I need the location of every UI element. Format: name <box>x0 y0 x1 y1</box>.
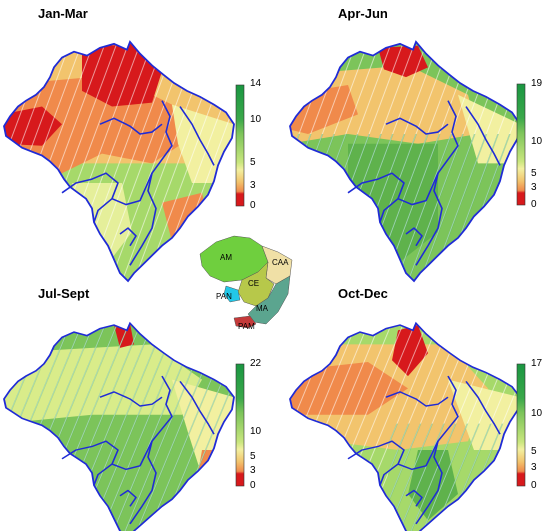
legend-bar-apr-jun <box>516 83 526 206</box>
inset-label-am: AM <box>220 253 232 262</box>
region-ce <box>237 261 275 307</box>
panel-title-jul-sept: Jul-Sept <box>38 286 90 301</box>
legend-tick: 3 <box>531 462 537 473</box>
legend-tick: 10 <box>250 114 262 125</box>
legend-tick: 3 <box>531 182 537 193</box>
legend-bar-oct-dec <box>516 363 526 487</box>
legend-tick: 19 <box>531 78 543 89</box>
inset-label-ce: CE <box>248 279 259 288</box>
legend-bar-jan-mar <box>235 84 245 207</box>
legend-bar-jul-sept <box>235 363 245 487</box>
inset-label-ma: MA <box>256 304 269 313</box>
legend-tick: 14 <box>250 78 262 89</box>
region-pam <box>233 315 257 329</box>
region-ma <box>247 275 291 325</box>
inset-label-caa: CAA <box>272 258 289 267</box>
legend-tick: 0 <box>250 480 256 491</box>
panel-title-jan-mar: Jan-Mar <box>38 6 88 21</box>
panel-title-apr-jun: Apr-Jun <box>338 6 388 21</box>
legend-tick: 5 <box>531 168 537 179</box>
legend-tick: 5 <box>250 451 256 462</box>
legend-tick: 17 <box>531 358 543 369</box>
legend-tick: 10 <box>531 136 543 147</box>
map-oct-dec <box>289 322 521 531</box>
legend-tick: 5 <box>531 446 537 457</box>
inset-label-pan: PAN <box>216 292 232 301</box>
legend-tick: 3 <box>250 180 256 191</box>
map-apr-jun <box>289 40 521 282</box>
region-pan <box>223 285 241 303</box>
legend-tick: 3 <box>250 465 256 476</box>
legend-tick: 5 <box>250 157 256 168</box>
legend-tick: 0 <box>531 480 537 491</box>
legend-tick: 10 <box>250 426 262 437</box>
legend-tick: 22 <box>250 358 262 369</box>
legend-tick: 0 <box>250 200 256 211</box>
map-jul-sept <box>3 322 235 531</box>
inset-label-pam: PAM <box>238 322 255 331</box>
legend-tick: 0 <box>531 199 537 210</box>
legend-tick: 10 <box>531 408 543 419</box>
panel-title-oct-dec: Oct-Dec <box>338 286 388 301</box>
biome-inset-map: AM CAA CE PAN MA PAM <box>199 235 293 331</box>
